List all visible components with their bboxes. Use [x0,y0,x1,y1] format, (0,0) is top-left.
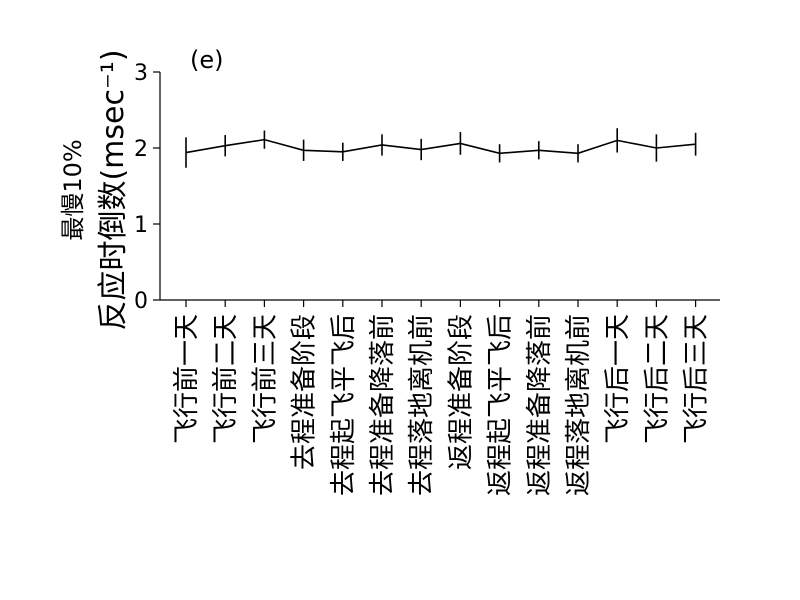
x-tick-label: 返程落地离机前 [564,314,594,496]
x-tick-label: 飞行后一天 [603,314,633,444]
x-tick-label: 飞行后二天 [642,314,672,444]
y-axis-label: 最慢10% 反应时倒数(msec⁻¹) [59,49,131,330]
x-tick-label: 飞行后三天 [682,314,712,444]
y-tick-label: 3 [134,61,148,86]
x-ticks: 飞行前一天 飞行前二天 飞行前三天 去程准备阶段 去程起飞平飞后 去程准备降落前 去程落地离… [172,300,712,496]
x-tick-label: 飞行前二天 [211,314,241,444]
series-line [185,138,696,155]
y-axis-label-line1: 最慢10% [59,139,87,240]
y-tick-label: 1 [134,213,148,238]
x-tick-label: 去程准备阶段 [290,314,320,470]
y-tick-label: 2 [134,137,148,162]
x-tick-label: 返程准备阶段 [446,314,476,470]
axes [159,72,720,301]
x-tick-label: 飞行前一天 [172,314,202,444]
x-tick-label: 飞行前三天 [250,314,280,444]
x-tick-label: 返程准备降落前 [525,314,555,496]
series [185,128,697,168]
y-tick-label: 0 [134,289,148,314]
x-tick-label: 去程落地离机前 [407,314,437,496]
y-ticks: 0 1 2 3 [134,61,160,314]
x-tick-label: 去程准备降落前 [368,314,398,496]
y-axis-label-line2: 反应时倒数(msec⁻¹) [96,49,131,330]
panel-label: (e) [190,46,224,74]
x-tick-label: 去程起飞平飞后 [329,314,359,496]
x-tick-label: 返程起飞平飞后 [486,314,516,496]
